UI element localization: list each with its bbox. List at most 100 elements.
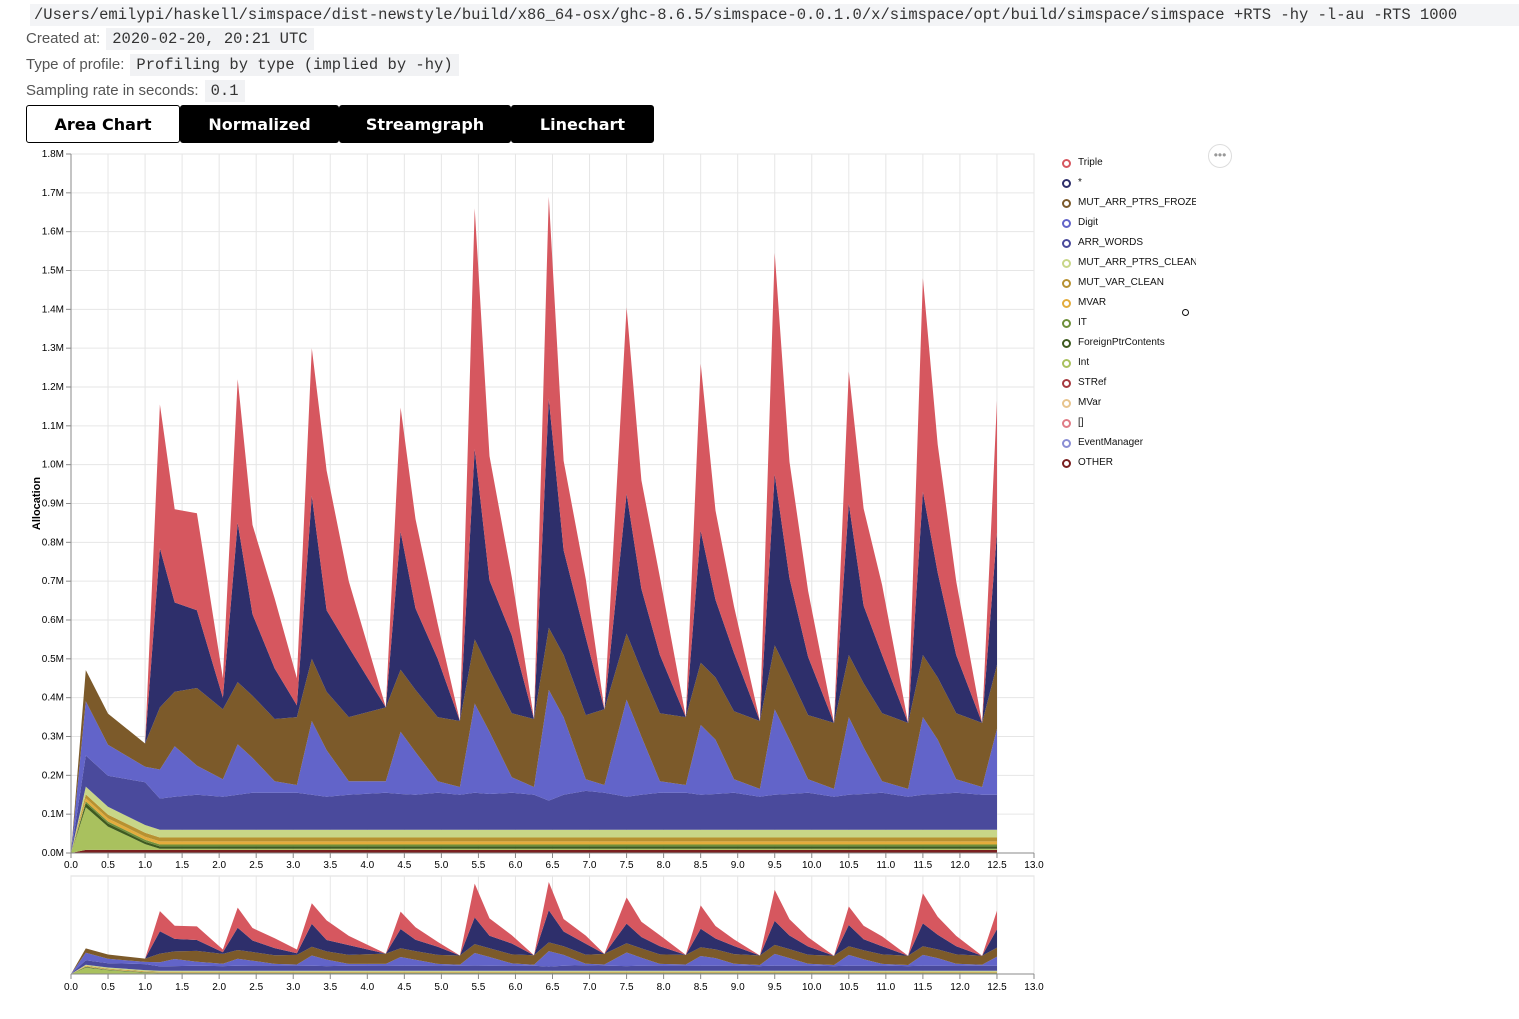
legend-label: EventManager xyxy=(1078,437,1144,448)
chart-legend: Triple * MUT_ARR_PTRS_FROZE Digit ARR_WORDS M… xyxy=(1056,154,1196,474)
legend-item[interactable]: MVAR xyxy=(1056,294,1196,314)
overview-x-tick-label: 10.5 xyxy=(839,982,859,993)
overview-x-tick-label: 5.5 xyxy=(471,982,485,993)
profile-type-row: Type of profile: Profiling by type (impli… xyxy=(26,54,459,76)
legend-label: STRef xyxy=(1078,377,1107,388)
y-tick-label: 0.5M xyxy=(42,654,64,665)
y-tick-label: 0.0M xyxy=(42,848,64,859)
legend-symbol xyxy=(1062,339,1071,348)
x-tick-label: 5.0 xyxy=(434,860,448,871)
legend-symbol xyxy=(1062,179,1071,188)
x-tick-label: 9.0 xyxy=(731,860,745,871)
overview-series xyxy=(71,882,997,974)
overview-x-tick-label: 12.0 xyxy=(950,982,970,993)
legend-item[interactable]: [] xyxy=(1056,414,1196,434)
legend-label: Int xyxy=(1078,357,1090,368)
y-tick-label: 1.4M xyxy=(42,304,64,315)
area-arr-words xyxy=(71,755,997,853)
legend-symbol xyxy=(1062,359,1071,368)
legend-symbol xyxy=(1062,419,1071,428)
sampling-rate-value: 0.1 xyxy=(204,80,245,102)
overview-x-tick-label: 7.0 xyxy=(583,982,597,993)
overview-x-tick-label: 4.5 xyxy=(397,982,411,993)
x-tick-label: 4.5 xyxy=(397,860,411,871)
y-axis-title: Allocation xyxy=(31,477,43,530)
legend-label: Triple xyxy=(1078,157,1103,168)
legend-symbol xyxy=(1062,239,1071,248)
overview-x-tick-label: 2.0 xyxy=(212,982,226,993)
chart-actions-menu-button[interactable]: ••• xyxy=(1208,144,1232,168)
y-tick-label: 1.2M xyxy=(42,382,64,393)
y-tick-label: 1.1M xyxy=(42,421,64,432)
x-tick-label: 0.5 xyxy=(101,860,115,871)
overview-x-tick-label: 6.0 xyxy=(509,982,523,993)
chart-type-tabs: Area Chart Normalized Streamgraph Linech… xyxy=(26,105,654,143)
legend-item[interactable]: OTHER xyxy=(1056,454,1196,474)
legend-item[interactable]: MUT_VAR_CLEAN xyxy=(1056,274,1196,294)
legend-item[interactable]: MUT_ARR_PTRS_CLEAN xyxy=(1056,254,1196,274)
legend-item[interactable]: MVar xyxy=(1056,394,1196,414)
legend-item[interactable]: Digit xyxy=(1056,214,1196,234)
y-tick-label: 0.2M xyxy=(42,770,64,781)
legend-item[interactable]: Triple xyxy=(1056,154,1196,174)
overview-x-tick-label: 3.0 xyxy=(286,982,300,993)
x-tick-label: 5.5 xyxy=(471,860,485,871)
area-other xyxy=(71,849,997,853)
y-tick-label: 1.8M xyxy=(42,149,64,160)
y-tick-label: 1.6M xyxy=(42,227,64,238)
overview-x-tick-label: 0.0 xyxy=(64,982,78,993)
x-tick-label: 10.5 xyxy=(839,860,859,871)
cursor-marker xyxy=(1182,309,1189,316)
profile-type-value: Profiling by type (implied by -hy) xyxy=(130,54,459,76)
tab-area-chart[interactable]: Area Chart xyxy=(26,105,180,143)
x-tick-label: 13.0 xyxy=(1024,860,1044,871)
tab-streamgraph[interactable]: Streamgraph xyxy=(339,105,511,143)
overview-x-tick-label: 8.0 xyxy=(657,982,671,993)
overview-area-mut-arr-ptrs-froze xyxy=(71,942,997,974)
profile-type-label: Type of profile: xyxy=(26,56,125,73)
x-tick-label: 2.5 xyxy=(249,860,263,871)
overview-x-tick-label: 9.0 xyxy=(731,982,745,993)
legend-symbol xyxy=(1062,299,1071,308)
x-tick-label: 6.0 xyxy=(509,860,523,871)
legend-item[interactable]: EventManager xyxy=(1056,434,1196,454)
tab-linechart[interactable]: Linechart xyxy=(511,105,654,143)
area-digit xyxy=(71,689,997,853)
legend-label: Digit xyxy=(1078,217,1099,228)
legend-label: ARR_WORDS xyxy=(1078,237,1144,248)
y-tick-label: 0.1M xyxy=(42,809,64,820)
overview-x-tick-label: 9.5 xyxy=(768,982,782,993)
overview-x-tick-label: 13.0 xyxy=(1024,982,1044,993)
created-label: Created at: xyxy=(26,30,101,47)
legend-symbol xyxy=(1062,399,1071,408)
command-line: /Users/emilypi/haskell/simspace/dist-new… xyxy=(30,4,1519,26)
legend-item[interactable]: IT xyxy=(1056,314,1196,334)
x-tick-label: 8.5 xyxy=(694,860,708,871)
legend-item[interactable]: STRef xyxy=(1056,374,1196,394)
legend-label: IT xyxy=(1078,317,1087,328)
overview-x-tick-label: 1.5 xyxy=(175,982,189,993)
legend-symbol xyxy=(1062,319,1071,328)
overview-x-tick-label: 11.0 xyxy=(876,982,895,993)
legend-symbol xyxy=(1062,459,1071,468)
y-tick-label: 1.5M xyxy=(42,266,64,277)
overview-area-mut-arr-ptrs-clean xyxy=(71,964,997,974)
legend-symbol xyxy=(1062,379,1071,388)
legend-label: OTHER xyxy=(1078,457,1113,468)
x-tick-label: 1.5 xyxy=(175,860,189,871)
overview-x-tick-label: 1.0 xyxy=(138,982,152,993)
legend-item[interactable]: Int xyxy=(1056,354,1196,374)
legend-item[interactable]: * xyxy=(1056,174,1196,194)
sampling-rate-row: Sampling rate in seconds: 0.1 xyxy=(26,80,245,102)
legend-symbol xyxy=(1062,219,1071,228)
legend-label: * xyxy=(1078,177,1082,188)
tab-normalized[interactable]: Normalized xyxy=(180,105,339,143)
x-tick-label: 2.0 xyxy=(212,860,226,871)
legend-label: [] xyxy=(1078,417,1084,428)
legend-item[interactable]: MUT_ARR_PTRS_FROZE xyxy=(1056,194,1196,214)
legend-item[interactable]: ForeignPtrContents xyxy=(1056,334,1196,354)
area-foreignptrcontents xyxy=(71,803,997,853)
x-tick-label: 12.5 xyxy=(987,860,1007,871)
legend-item[interactable]: ARR_WORDS xyxy=(1056,234,1196,254)
